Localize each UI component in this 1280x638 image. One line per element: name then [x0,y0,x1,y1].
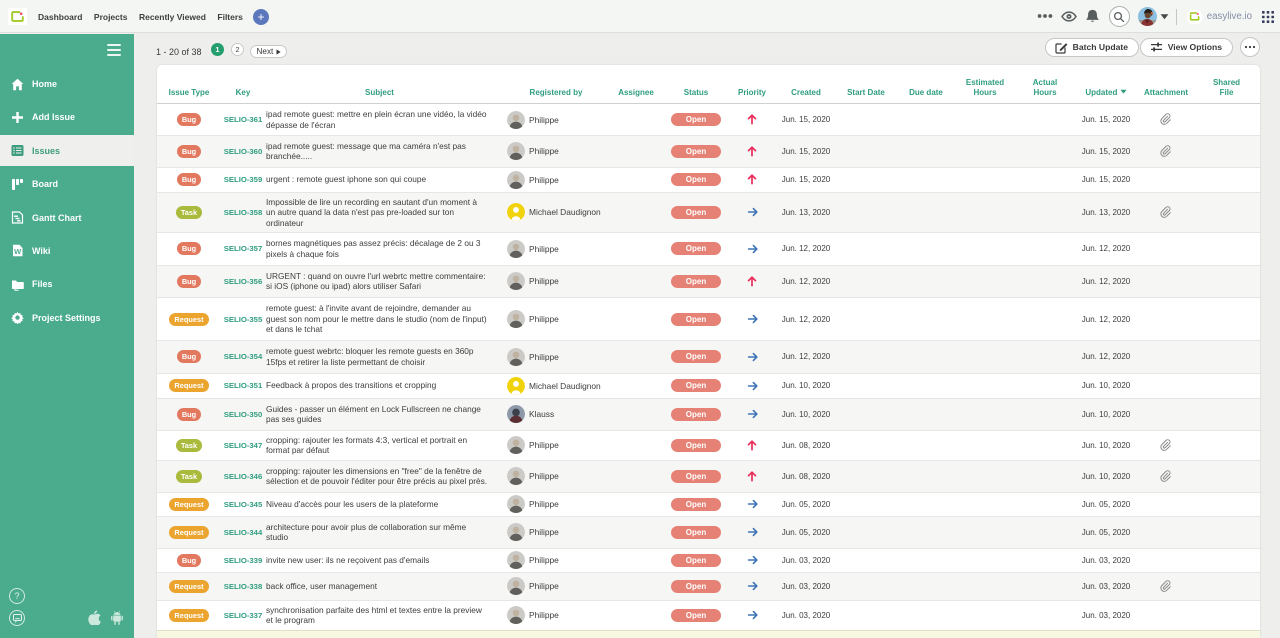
svg-text:W: W [14,247,22,256]
